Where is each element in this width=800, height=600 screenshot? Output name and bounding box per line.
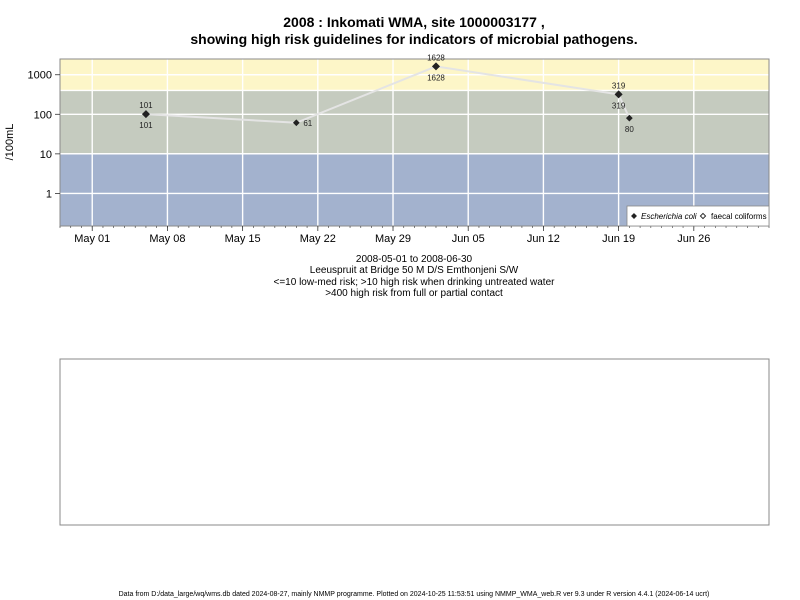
x-tick-label: Jun 19 [602, 233, 635, 245]
x-tick-label: May 01 [74, 233, 110, 245]
x-tick-label: May 29 [375, 233, 411, 245]
risk-band-1 [60, 90, 769, 154]
data-label-faecal-coliforms: 101 [139, 101, 153, 110]
data-label-escherichia-coli: 61 [303, 119, 312, 128]
legend-label-escherichia-coli: Escherichia coli [641, 212, 697, 221]
legend-box [626, 205, 770, 227]
point-escherichia-coli [142, 110, 150, 118]
point-faecal-coliforms [141, 110, 150, 119]
point-escherichia-coli [615, 91, 622, 98]
data-label-faecal-coliforms: 319 [612, 81, 626, 90]
legend-marker-faecal-coliforms [699, 212, 707, 220]
subtitle-line-2: Leeuspruit at Bridge 50 M D/S Emthonjeni… [310, 265, 519, 276]
x-tick-label: May 22 [300, 233, 336, 245]
point-escherichia-coli [432, 63, 440, 70]
point-escherichia-coli [292, 119, 300, 127]
legend-marker-escherichia-coli [631, 213, 637, 219]
x-tick-label: May 08 [149, 233, 185, 245]
empty-panel [59, 358, 770, 526]
subtitle-line-3: <=10 low-med risk; >10 high risk when dr… [274, 277, 556, 288]
point-escherichia-coli [625, 114, 633, 122]
y-tick-label: 1000 [28, 70, 52, 82]
chart-title-line-1: 2008 : Inkomati WMA, site 1000003177 , [283, 14, 544, 30]
chart-title-line-2: showing high risk guidelines for indicat… [190, 31, 637, 47]
plot-area: May 01 May 08 May 15 May 22 May 29 Jun 05 Jun … [28, 53, 770, 245]
point-faecal-coliforms [614, 90, 623, 99]
x-tick-label: Jun 12 [527, 233, 560, 245]
y-tick-label: 1 [46, 188, 52, 200]
x-tick-label: May 15 [225, 233, 261, 245]
subtitle-line-4: >400 high risk from full or partial cont… [325, 288, 503, 299]
y-tick-label: 10 [40, 149, 52, 161]
legend-label-faecal-coliforms: faecal coliforms [711, 212, 767, 221]
y-tick-label: 100 [34, 109, 52, 121]
data-label-faecal-coliforms: 1628 [427, 53, 445, 62]
data-label-escherichia-coli: 101 [139, 121, 153, 130]
data-label-escherichia-coli: 319 [612, 101, 626, 110]
data-label-escherichia-coli: 80 [625, 125, 634, 134]
x-tick-label: Jun 05 [452, 233, 485, 245]
point-faecal-coliforms [431, 62, 441, 71]
x-tick-label: Jun 26 [677, 233, 710, 245]
y-axis-label: /100mL [4, 124, 16, 161]
footer-note: Data from D:/data_large/wq/wms.db dated … [119, 591, 710, 598]
data-label-escherichia-coli: 1628 [427, 73, 445, 82]
subtitle-line-1: 2008-05-01 to 2008-06-30 [356, 254, 473, 265]
